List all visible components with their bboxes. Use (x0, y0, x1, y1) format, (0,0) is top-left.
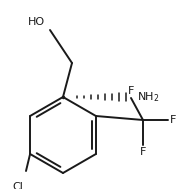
Text: F: F (140, 147, 146, 157)
Text: NH$_2$: NH$_2$ (137, 90, 159, 104)
Text: F: F (170, 115, 176, 125)
Text: HO: HO (28, 17, 45, 27)
Text: F: F (128, 86, 134, 96)
Text: Cl: Cl (12, 182, 23, 189)
